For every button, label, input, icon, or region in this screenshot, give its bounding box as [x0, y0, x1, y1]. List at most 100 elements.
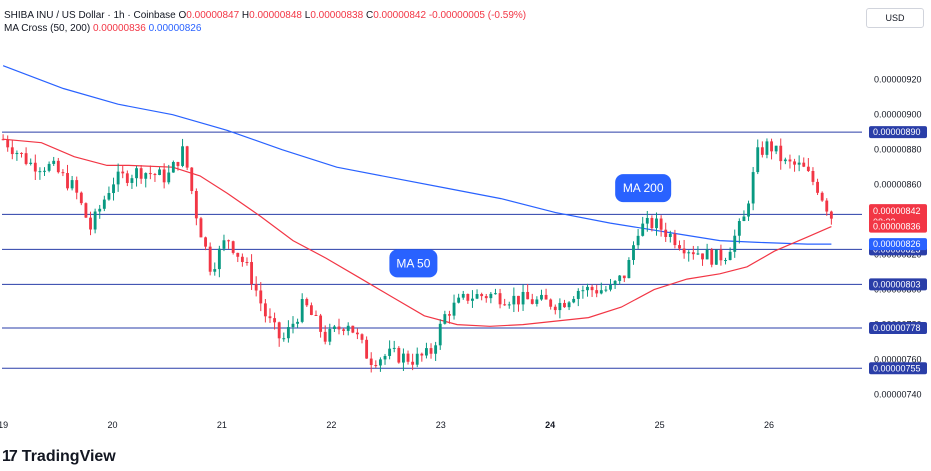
candle-body [305, 299, 309, 306]
candle-body [581, 290, 585, 292]
candle-body [355, 332, 359, 335]
candle-body [448, 314, 451, 316]
candle-body [806, 166, 810, 171]
candle-body [231, 241, 235, 253]
tradingview-logo[interactable]: 17 TradingView [2, 448, 116, 466]
candle-body [268, 316, 272, 319]
candle-body [636, 235, 640, 246]
candle-body [788, 159, 792, 162]
candle-body [484, 296, 488, 299]
candle-body [774, 145, 778, 152]
candle-body [627, 260, 631, 279]
candle-body [498, 293, 502, 305]
candle-body [337, 326, 341, 330]
y-tick-label: 0.00000900 [874, 110, 922, 120]
candle-body [282, 338, 286, 340]
y-tick-label: 0.00000880 [874, 145, 922, 155]
candle-body [558, 302, 562, 311]
candle-body [668, 233, 672, 237]
y-tick-label: 0.00000920 [874, 75, 922, 85]
candle-body [20, 152, 23, 154]
candle-body [112, 184, 115, 194]
candle-body [701, 253, 704, 260]
candle-body [314, 314, 318, 316]
candle-body [194, 190, 198, 219]
candle-body [66, 173, 69, 189]
candle-body [678, 245, 681, 249]
candle-body [319, 315, 323, 332]
candle-body [682, 248, 686, 254]
candle-body [724, 260, 727, 262]
candle-body [75, 180, 79, 193]
candle-body [245, 262, 249, 264]
close-value: 0.00000842 [373, 10, 427, 21]
candle-body [24, 153, 28, 164]
candle-body [332, 326, 336, 329]
candle-body [181, 146, 184, 166]
candle-body [521, 291, 525, 305]
candle-body [199, 218, 203, 238]
candle-body [328, 328, 332, 342]
candle-body [116, 171, 120, 185]
ma-annotation-label: MA 200 [623, 181, 664, 195]
candle-body [645, 217, 649, 224]
candle-body [802, 162, 806, 167]
candle-body [323, 331, 327, 342]
candle-body [415, 353, 419, 365]
candle-body [171, 161, 175, 173]
candle-body [811, 170, 815, 182]
candle-body [820, 192, 824, 201]
price-tag-label: 0.00000836 [873, 222, 921, 232]
candle-body [29, 162, 33, 164]
candle-body [121, 171, 125, 174]
candle-body [378, 359, 382, 366]
low-label: L [304, 10, 311, 21]
candle-body [204, 237, 207, 247]
symbol-title[interactable]: SHIBA INU / US Dollar · 1h · Coinbase [4, 10, 176, 21]
candle-body [526, 291, 530, 300]
low-value: 0.00000838 [310, 10, 364, 21]
currency-button[interactable]: USD [866, 8, 924, 28]
candle-body [756, 147, 760, 173]
candle-body [190, 167, 194, 191]
x-tick-label: 23 [436, 420, 446, 430]
price-tag [869, 126, 927, 139]
price-tag-label: 0.00000803 [873, 279, 921, 289]
tradingview-wordmark: TradingView [21, 448, 116, 465]
y-tick-label: 0.00000860 [874, 180, 922, 190]
candle-body [43, 170, 46, 172]
candle-body [710, 249, 714, 265]
candle-body [397, 347, 401, 363]
indicator-legend[interactable]: MA Cross (50, 200) 0.00000836 0.00000826 [4, 23, 201, 35]
candle-body [650, 217, 654, 229]
candle-body [388, 348, 392, 356]
candle-body [144, 173, 148, 179]
candle-body [148, 173, 152, 175]
candle-body [466, 293, 470, 301]
candle-body [719, 249, 723, 261]
candle-body [15, 152, 19, 155]
price-tag-label: 0.00000890 [873, 127, 921, 137]
candle-body [33, 162, 37, 172]
candle-body [56, 160, 60, 173]
price-tag [869, 278, 927, 291]
candle-body [135, 168, 138, 179]
candle-body [507, 304, 511, 306]
candle-body [263, 303, 267, 317]
candle-body [655, 218, 658, 229]
candle-body [779, 145, 783, 162]
x-tick-label: 24 [545, 420, 555, 430]
candle-body [783, 159, 787, 162]
candle-body [535, 299, 539, 304]
price-tag [869, 362, 927, 375]
x-tick-label: 20 [108, 420, 118, 430]
candle-body [273, 318, 277, 323]
candle-body [714, 249, 718, 265]
change-value: -0.00000005 (-0.59%) [428, 10, 527, 21]
candle-body [517, 295, 520, 305]
candle-body [567, 302, 571, 308]
candle-body [576, 290, 580, 299]
candle-body [687, 252, 691, 254]
